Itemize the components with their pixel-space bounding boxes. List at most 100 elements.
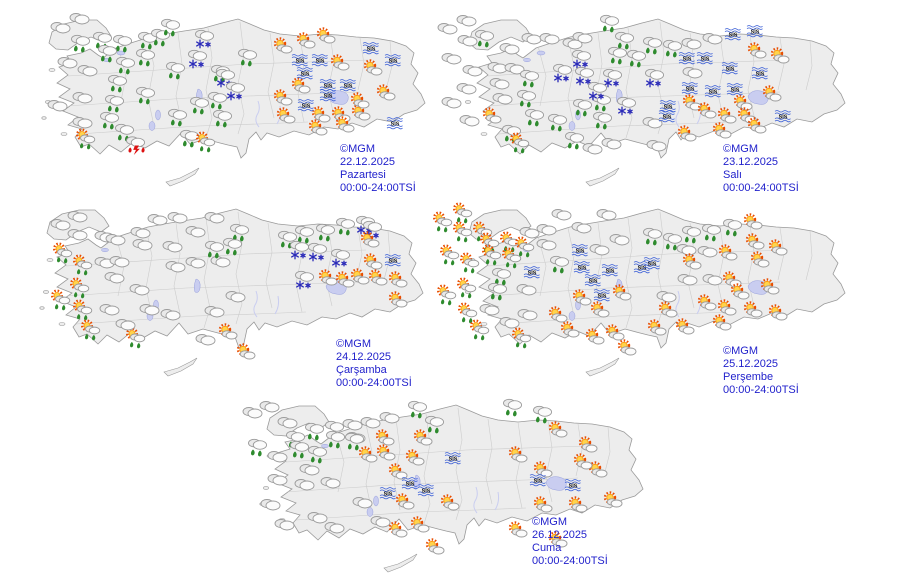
map-panel-cuma: SİS SİS SİS SİS SİS SİS ©MGM 26.12.2025 Cuma … bbox=[226, 392, 646, 578]
fog-icon: SİS bbox=[681, 82, 699, 95]
sun-cloud-icon bbox=[356, 446, 380, 465]
cloud-icon bbox=[535, 237, 559, 254]
svg-text:SİS: SİS bbox=[598, 292, 607, 299]
map-credit: ©MGM bbox=[532, 516, 567, 528]
svg-text:SİS: SİS bbox=[726, 65, 735, 72]
sun-cloud-icon bbox=[531, 496, 555, 515]
map-label: ©MGM 26.12.2025 Cuma 00:00-24:00TSİ bbox=[532, 516, 608, 568]
svg-text:SİS: SİS bbox=[449, 455, 458, 462]
rain-icon bbox=[206, 91, 230, 111]
sun-rain-icon bbox=[51, 242, 75, 264]
fog-icon: SİS bbox=[643, 257, 661, 270]
map-panel-pazartesi: SİS SİS SİS SİS SİS SİS SİS SİS SİS SİS ©MGM 22.1… bbox=[8, 6, 428, 194]
cloud-icon bbox=[645, 138, 669, 155]
map-credit: ©MGM bbox=[723, 345, 758, 357]
sun-cloud-icon bbox=[741, 213, 765, 232]
rain-icon bbox=[700, 223, 724, 243]
cloud-icon bbox=[608, 232, 632, 249]
cloud-icon bbox=[273, 517, 297, 534]
fog-icon: SİS bbox=[296, 67, 314, 80]
cloud-icon bbox=[161, 239, 185, 256]
svg-text:SİS: SİS bbox=[756, 70, 765, 77]
cloud-icon bbox=[184, 224, 208, 241]
cloud-icon bbox=[49, 217, 73, 234]
fog-icon: SİS bbox=[593, 289, 611, 302]
rain-icon bbox=[221, 237, 245, 257]
map-credit: ©MGM bbox=[723, 143, 758, 155]
rain-icon bbox=[598, 14, 622, 34]
cloud-icon bbox=[276, 415, 300, 432]
sun-cloud-icon bbox=[586, 461, 610, 480]
cloud-icon bbox=[538, 31, 562, 48]
sun-cloud-icon bbox=[680, 253, 704, 272]
rain-icon bbox=[515, 89, 539, 109]
snow-icon bbox=[361, 220, 385, 240]
sun-cloud-icon bbox=[695, 294, 719, 313]
sun-rain-icon bbox=[471, 221, 495, 243]
sun-cloud-icon bbox=[566, 496, 590, 515]
rain-icon bbox=[518, 69, 542, 89]
fog-icon: SİS bbox=[774, 110, 792, 123]
snow-icon bbox=[551, 63, 575, 83]
sun-cloud-icon bbox=[294, 32, 318, 51]
snow-icon bbox=[601, 68, 625, 88]
svg-text:SİS: SİS bbox=[686, 85, 695, 92]
fog-icon: SİS bbox=[726, 83, 744, 96]
sun-cloud-icon bbox=[403, 449, 427, 468]
rain-icon bbox=[334, 217, 358, 237]
rain-icon bbox=[486, 282, 510, 302]
map-hours: 00:00-24:00TSİ bbox=[336, 377, 412, 389]
sun-cloud-icon bbox=[601, 491, 625, 510]
rain-icon bbox=[546, 113, 570, 133]
sun-cloud-icon bbox=[316, 269, 340, 288]
map-hours: 00:00-24:00TSİ bbox=[532, 555, 608, 567]
fog-icon: SİS bbox=[601, 264, 619, 277]
icon-layer: SİS bbox=[6, 196, 426, 382]
map-label: ©MGM 25.12.2025 Perşembe 00:00-24:00TSİ bbox=[723, 345, 799, 397]
cloud-icon bbox=[458, 113, 482, 130]
sun-cloud-icon bbox=[348, 268, 372, 287]
map-date: 26.12.2025 bbox=[532, 529, 588, 541]
sun-cloud-icon bbox=[309, 106, 333, 125]
fog-icon: SİS bbox=[529, 474, 547, 487]
rain-icon bbox=[306, 445, 330, 465]
cloud-icon bbox=[209, 254, 233, 271]
sun-cloud-icon bbox=[768, 47, 792, 66]
cloud-icon bbox=[306, 510, 330, 527]
svg-text:SİS: SİS bbox=[324, 92, 333, 99]
svg-text:SİS: SİS bbox=[367, 45, 376, 52]
snow-icon bbox=[570, 49, 594, 69]
sun-cloud-icon bbox=[216, 323, 240, 342]
cloud-icon bbox=[488, 76, 512, 93]
sun-rain-icon bbox=[49, 289, 73, 311]
sun-cloud-icon bbox=[610, 284, 634, 303]
sun-cloud-icon bbox=[374, 444, 398, 463]
rain-icon bbox=[188, 96, 212, 116]
svg-text:SİS: SİS bbox=[344, 82, 353, 89]
sun-rain-icon bbox=[456, 302, 480, 324]
fog-icon: SİS bbox=[678, 52, 696, 65]
fog-icon: SİS bbox=[319, 89, 337, 102]
sun-cloud-icon bbox=[358, 231, 382, 250]
sun-cloud-icon bbox=[716, 244, 740, 263]
cloud-icon bbox=[319, 475, 343, 492]
cloud-icon bbox=[164, 259, 188, 276]
map-credit: ©MGM bbox=[340, 143, 375, 155]
cloud-icon bbox=[71, 90, 95, 107]
sun-cloud-icon bbox=[506, 446, 530, 465]
cloud-icon bbox=[359, 415, 383, 432]
sun-cloud-icon bbox=[411, 429, 435, 448]
sun-cloud-icon bbox=[745, 42, 769, 61]
svg-text:SİS: SİS bbox=[422, 487, 431, 494]
snow-icon bbox=[224, 81, 248, 101]
rain-icon bbox=[236, 48, 260, 68]
sun-cloud-icon bbox=[333, 271, 357, 290]
svg-text:SİS: SİS bbox=[302, 102, 311, 109]
cloud-icon bbox=[461, 63, 485, 80]
sun-cloud-icon bbox=[695, 102, 719, 121]
cloud-icon bbox=[56, 55, 80, 72]
sun-rain-icon bbox=[124, 327, 148, 349]
fog-icon: SİS bbox=[384, 54, 402, 67]
sun-cloud-icon bbox=[710, 122, 734, 141]
cloud-icon bbox=[570, 220, 594, 237]
